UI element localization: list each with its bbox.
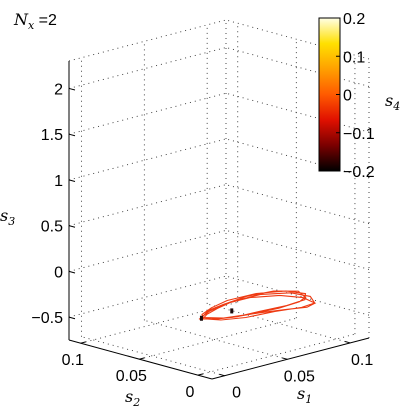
- s1-axis-line: [211, 337, 370, 380]
- z-tick-label: −0.5: [31, 310, 63, 327]
- trajectory-line: [198, 290, 317, 321]
- grid-line-z: [68, 275, 227, 318]
- trajectory-marker: [199, 315, 203, 321]
- s1-tick-mark: [282, 357, 288, 360]
- colorbar-tick-label: 0.1: [343, 49, 365, 66]
- colorbar-tick-labels: 0.2 0.1 0 −0.1 −0.2: [336, 11, 375, 181]
- s1-tick-labels: 0 0.05 0.1: [232, 352, 373, 402]
- z-tick-mark: [68, 316, 76, 320]
- grid-line-z: [225, 229, 370, 270]
- z-tick-mark: [68, 133, 76, 137]
- colorbar-tick-label: 0.2: [343, 11, 365, 28]
- grid-line-s2: [139, 317, 297, 360]
- grid-line-z: [225, 184, 370, 225]
- colorbar-label-main: s: [385, 91, 393, 110]
- axes: [68, 61, 370, 380]
- z-tick-label: 2: [54, 81, 63, 98]
- z-axis-label: s3: [0, 206, 15, 228]
- grid-line-z: [68, 92, 227, 135]
- grid-line-s1: [207, 303, 351, 344]
- z-tick-mark: [68, 87, 76, 91]
- z-tick-mark: [68, 225, 76, 228]
- z-tick-labels: 2 1.5 1 0.5 0 −0.5: [31, 81, 63, 327]
- s2-tick-mark: [197, 373, 204, 376]
- z-tick-label: 1.5: [41, 127, 63, 144]
- s1-tick-mark: [345, 341, 351, 344]
- s1-tick-label: 0.05: [284, 368, 315, 385]
- s2-tick-label: 0.05: [116, 368, 147, 385]
- colorbar-tick-label: −0.2: [343, 164, 375, 181]
- s2-tick-mark: [80, 341, 86, 344]
- colorbar-tick-label: 0: [343, 88, 352, 105]
- s2-tick-label: 0.1: [62, 352, 84, 369]
- chart-title-main: N: [13, 10, 29, 29]
- colorbar-tick-label: −0.1: [343, 126, 375, 143]
- s2-axis-label: s2: [125, 387, 140, 409]
- trajectory-series: [198, 290, 317, 321]
- s2-tick-labels: 0.1 0.05 0: [62, 352, 195, 401]
- chart-title: Nx =2: [13, 10, 57, 32]
- grid-line-z: [68, 47, 227, 89]
- trajectory-marker: [230, 308, 234, 314]
- z-tick-mark: [68, 270, 76, 274]
- chart-title-rest: =2: [34, 12, 57, 29]
- colorbar-label: s4: [385, 91, 400, 113]
- s1-axis-label-main: s: [297, 384, 305, 403]
- z-tick-label: 0: [54, 264, 63, 281]
- z-axis-label-sub: 3: [8, 215, 15, 228]
- grid-line-s2: [197, 333, 356, 376]
- z-tick-mark: [68, 179, 76, 183]
- box-edge: [68, 19, 227, 62]
- s1-axis-label-sub: 1: [305, 393, 312, 406]
- z-tick-label: 1: [54, 173, 63, 190]
- s1-tick-label: 0: [232, 385, 241, 402]
- chart-title-sub: x: [28, 19, 35, 32]
- grid-line-z: [68, 229, 227, 272]
- s2-axis-label-sub: 2: [132, 396, 140, 409]
- colorbar-label-sub: 4: [392, 100, 400, 113]
- z-tick-label: 0.5: [41, 219, 63, 236]
- z-axis-label-main: s: [0, 206, 8, 225]
- s2-tick-label: 0: [185, 384, 194, 401]
- s2-tick-mark: [139, 357, 145, 360]
- s1-tick-mark: [219, 373, 225, 377]
- s1-tick-label: 0.1: [351, 352, 373, 369]
- s2-axis-line: [68, 339, 213, 380]
- grid-line-z: [68, 184, 227, 227]
- s1-axis-label: s1: [297, 384, 312, 406]
- grid-line-z: [68, 138, 227, 181]
- s2-axis-label-main: s: [125, 387, 133, 406]
